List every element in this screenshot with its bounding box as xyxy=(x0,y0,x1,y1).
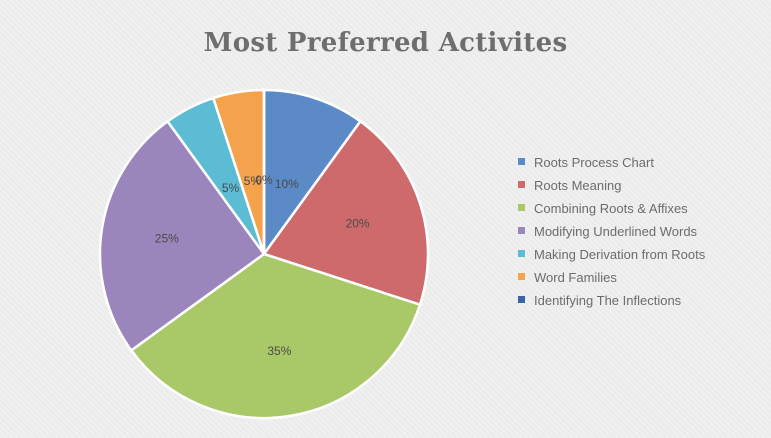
data-label-modifying-underlined-words: 25% xyxy=(155,232,179,246)
legend-swatch xyxy=(518,250,525,258)
pie-data-labels: 10%20%35%25%5%5%0% xyxy=(155,173,370,358)
pie-slice-modifying-underlined-words xyxy=(98,119,266,353)
legend-swatch xyxy=(518,181,525,189)
legend-label: Combining Roots & Affixes xyxy=(534,201,688,217)
chart-title: Most Preferred Activites xyxy=(203,28,568,58)
legend-swatch xyxy=(518,296,525,304)
legend-label: Modifying Underlined Words xyxy=(534,224,698,240)
legend-label: Making Derivation from Roots xyxy=(534,247,706,263)
data-label-identifying-the-inflections: 0% xyxy=(255,173,273,187)
legend-swatch xyxy=(518,227,525,235)
data-label-combining-roots-affixes: 35% xyxy=(267,344,291,358)
pie-slice-roots-process-chart xyxy=(262,88,363,258)
data-label-word-families: 5% xyxy=(244,174,262,188)
data-label-making-derivation-from-roots: 5% xyxy=(222,181,240,195)
legend-label: Roots Process Chart xyxy=(534,155,654,171)
legend-swatch xyxy=(518,158,525,166)
chart-legend: Roots Process Chart Roots Meaning Combinin… xyxy=(518,150,768,311)
legend-swatch xyxy=(518,204,525,212)
legend-swatch xyxy=(518,273,525,281)
pie-slice-roots-meaning xyxy=(261,119,430,307)
legend-item-making-derivation-from-roots: Making Derivation from Roots xyxy=(518,242,768,265)
legend-label: Roots Meaning xyxy=(534,178,622,194)
legend-item-roots-meaning: Roots Meaning xyxy=(518,173,768,196)
pie-slice-combining-roots-affixes xyxy=(129,252,422,420)
data-label-roots-meaning: 20% xyxy=(346,217,370,231)
legend-item-identifying-the-inflections: Identifying The Inflections xyxy=(518,288,768,311)
data-label-roots-process-chart: 10% xyxy=(275,177,299,191)
legend-item-word-families: Word Families xyxy=(518,265,768,288)
pie-slices xyxy=(98,88,430,420)
legend-item-combining-roots-affixes: Combining Roots & Affixes xyxy=(518,196,768,219)
legend-item-modifying-underlined-words: Modifying Underlined Words xyxy=(518,219,768,242)
legend-label: Identifying The Inflections xyxy=(534,293,682,309)
legend-label: Word Families xyxy=(534,270,617,286)
legend-item-roots-process-chart: Roots Process Chart xyxy=(518,150,768,173)
